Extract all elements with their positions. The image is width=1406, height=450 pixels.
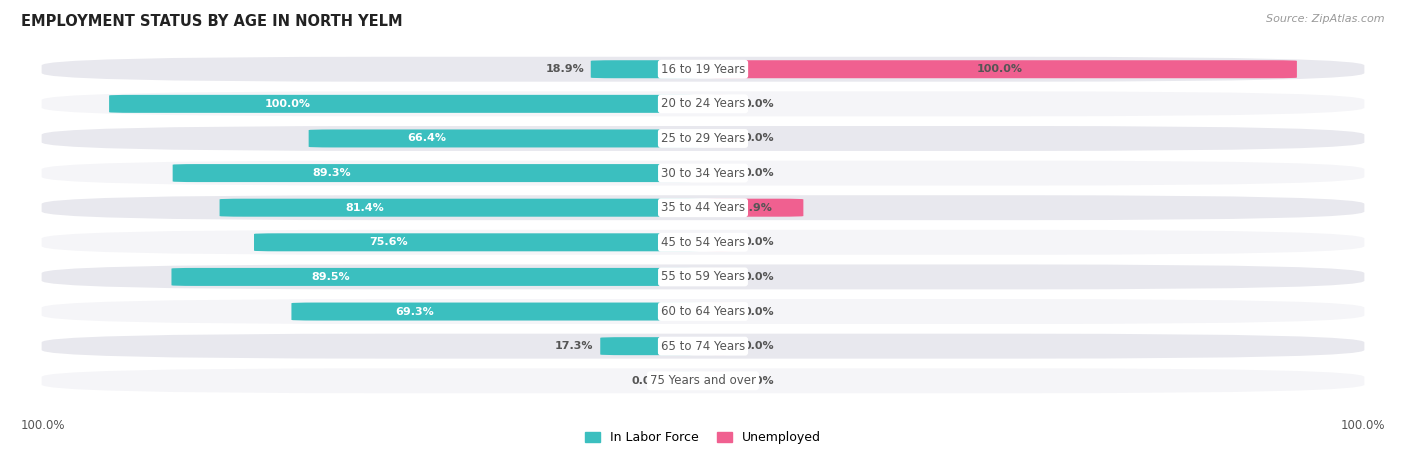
Text: 18.9%: 18.9% <box>546 64 583 74</box>
Text: 35 to 44 Years: 35 to 44 Years <box>661 201 745 214</box>
Text: 65 to 74 Years: 65 to 74 Years <box>661 340 745 353</box>
FancyBboxPatch shape <box>591 60 703 78</box>
Text: 55 to 59 Years: 55 to 59 Years <box>661 270 745 284</box>
Text: 17.3%: 17.3% <box>555 341 593 351</box>
Text: 75.6%: 75.6% <box>370 237 408 248</box>
Text: 100.0%: 100.0% <box>264 99 311 109</box>
Text: 100.0%: 100.0% <box>21 419 66 432</box>
FancyBboxPatch shape <box>172 268 703 286</box>
Text: 0.0%: 0.0% <box>744 376 775 386</box>
FancyBboxPatch shape <box>703 199 803 217</box>
FancyBboxPatch shape <box>703 302 737 320</box>
FancyBboxPatch shape <box>42 91 1364 116</box>
FancyBboxPatch shape <box>600 337 703 355</box>
Legend: In Labor Force, Unemployed: In Labor Force, Unemployed <box>579 426 827 449</box>
FancyBboxPatch shape <box>703 268 737 286</box>
FancyBboxPatch shape <box>703 164 737 182</box>
FancyBboxPatch shape <box>703 337 737 355</box>
Text: 16.9%: 16.9% <box>734 202 773 213</box>
FancyBboxPatch shape <box>42 265 1364 289</box>
Text: 89.5%: 89.5% <box>312 272 350 282</box>
FancyBboxPatch shape <box>703 60 1296 78</box>
FancyBboxPatch shape <box>42 195 1364 220</box>
Text: 0.0%: 0.0% <box>744 99 775 109</box>
FancyBboxPatch shape <box>703 130 737 148</box>
Text: 0.0%: 0.0% <box>744 306 775 316</box>
Text: 100.0%: 100.0% <box>1340 419 1385 432</box>
FancyBboxPatch shape <box>42 299 1364 324</box>
Text: 0.0%: 0.0% <box>744 272 775 282</box>
Text: 0.0%: 0.0% <box>744 341 775 351</box>
Text: 66.4%: 66.4% <box>408 134 447 144</box>
Text: 0.0%: 0.0% <box>744 134 775 144</box>
FancyBboxPatch shape <box>703 95 737 113</box>
Text: EMPLOYMENT STATUS BY AGE IN NORTH YELM: EMPLOYMENT STATUS BY AGE IN NORTH YELM <box>21 14 402 28</box>
Text: 60 to 64 Years: 60 to 64 Years <box>661 305 745 318</box>
Text: 25 to 29 Years: 25 to 29 Years <box>661 132 745 145</box>
FancyBboxPatch shape <box>42 126 1364 151</box>
Text: 20 to 24 Years: 20 to 24 Years <box>661 97 745 110</box>
FancyBboxPatch shape <box>309 130 703 148</box>
Text: 0.0%: 0.0% <box>631 376 662 386</box>
FancyBboxPatch shape <box>291 302 703 320</box>
Text: 100.0%: 100.0% <box>977 64 1024 74</box>
Text: 75 Years and over: 75 Years and over <box>650 374 756 387</box>
FancyBboxPatch shape <box>42 161 1364 185</box>
Text: 30 to 34 Years: 30 to 34 Years <box>661 166 745 180</box>
FancyBboxPatch shape <box>219 199 703 217</box>
FancyBboxPatch shape <box>42 334 1364 359</box>
Text: 16 to 19 Years: 16 to 19 Years <box>661 63 745 76</box>
FancyBboxPatch shape <box>254 233 703 251</box>
FancyBboxPatch shape <box>42 368 1364 393</box>
FancyBboxPatch shape <box>703 372 737 390</box>
Text: 45 to 54 Years: 45 to 54 Years <box>661 236 745 249</box>
Text: 89.3%: 89.3% <box>312 168 352 178</box>
Text: 81.4%: 81.4% <box>346 202 384 213</box>
FancyBboxPatch shape <box>42 230 1364 255</box>
FancyBboxPatch shape <box>173 164 703 182</box>
Text: Source: ZipAtlas.com: Source: ZipAtlas.com <box>1267 14 1385 23</box>
FancyBboxPatch shape <box>110 95 703 113</box>
FancyBboxPatch shape <box>669 372 703 390</box>
Text: 69.3%: 69.3% <box>395 306 434 316</box>
Text: 0.0%: 0.0% <box>744 237 775 248</box>
FancyBboxPatch shape <box>703 233 737 251</box>
Text: 0.0%: 0.0% <box>744 168 775 178</box>
FancyBboxPatch shape <box>42 57 1364 82</box>
